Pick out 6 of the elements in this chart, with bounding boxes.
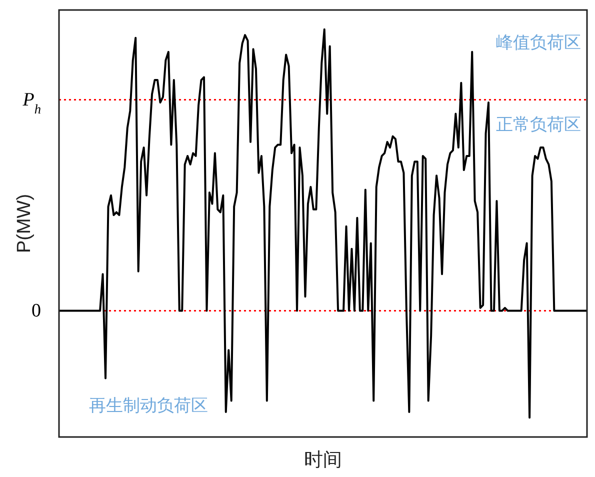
annotation: 再生制动负荷区 [89, 396, 208, 416]
y-axis-title: P(MW) [14, 194, 35, 254]
annotation: 正常负荷区 [496, 115, 581, 135]
ref-line-label: 0 [32, 300, 41, 322]
annotation: 峰值负荷区 [496, 33, 581, 53]
ref-line-label: P$_{h}$ [22, 90, 42, 116]
